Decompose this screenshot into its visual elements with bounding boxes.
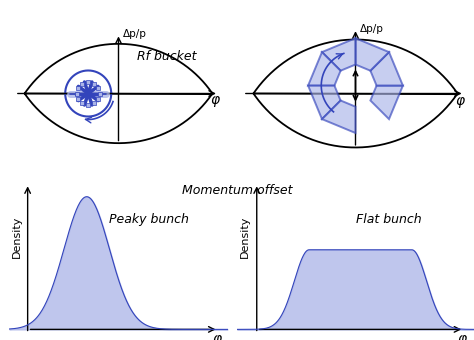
Text: φ: φ bbox=[212, 332, 221, 340]
Polygon shape bbox=[308, 52, 341, 86]
Polygon shape bbox=[308, 86, 341, 119]
Text: Δp/p: Δp/p bbox=[360, 24, 384, 34]
Text: φ: φ bbox=[457, 332, 467, 340]
Text: Peaky bunch: Peaky bunch bbox=[109, 213, 189, 226]
Polygon shape bbox=[370, 52, 403, 86]
Text: φ: φ bbox=[210, 94, 219, 107]
Polygon shape bbox=[356, 38, 389, 71]
Text: Rf bucket: Rf bucket bbox=[137, 50, 196, 63]
Text: Momentum offset: Momentum offset bbox=[182, 184, 292, 197]
Text: Flat bunch: Flat bunch bbox=[356, 213, 421, 226]
Polygon shape bbox=[370, 86, 403, 119]
Text: φ: φ bbox=[455, 94, 465, 108]
Polygon shape bbox=[322, 101, 356, 133]
Text: Density: Density bbox=[240, 216, 250, 258]
Text: Density: Density bbox=[12, 216, 22, 258]
Text: Δp/p: Δp/p bbox=[123, 29, 146, 39]
Polygon shape bbox=[322, 38, 356, 71]
